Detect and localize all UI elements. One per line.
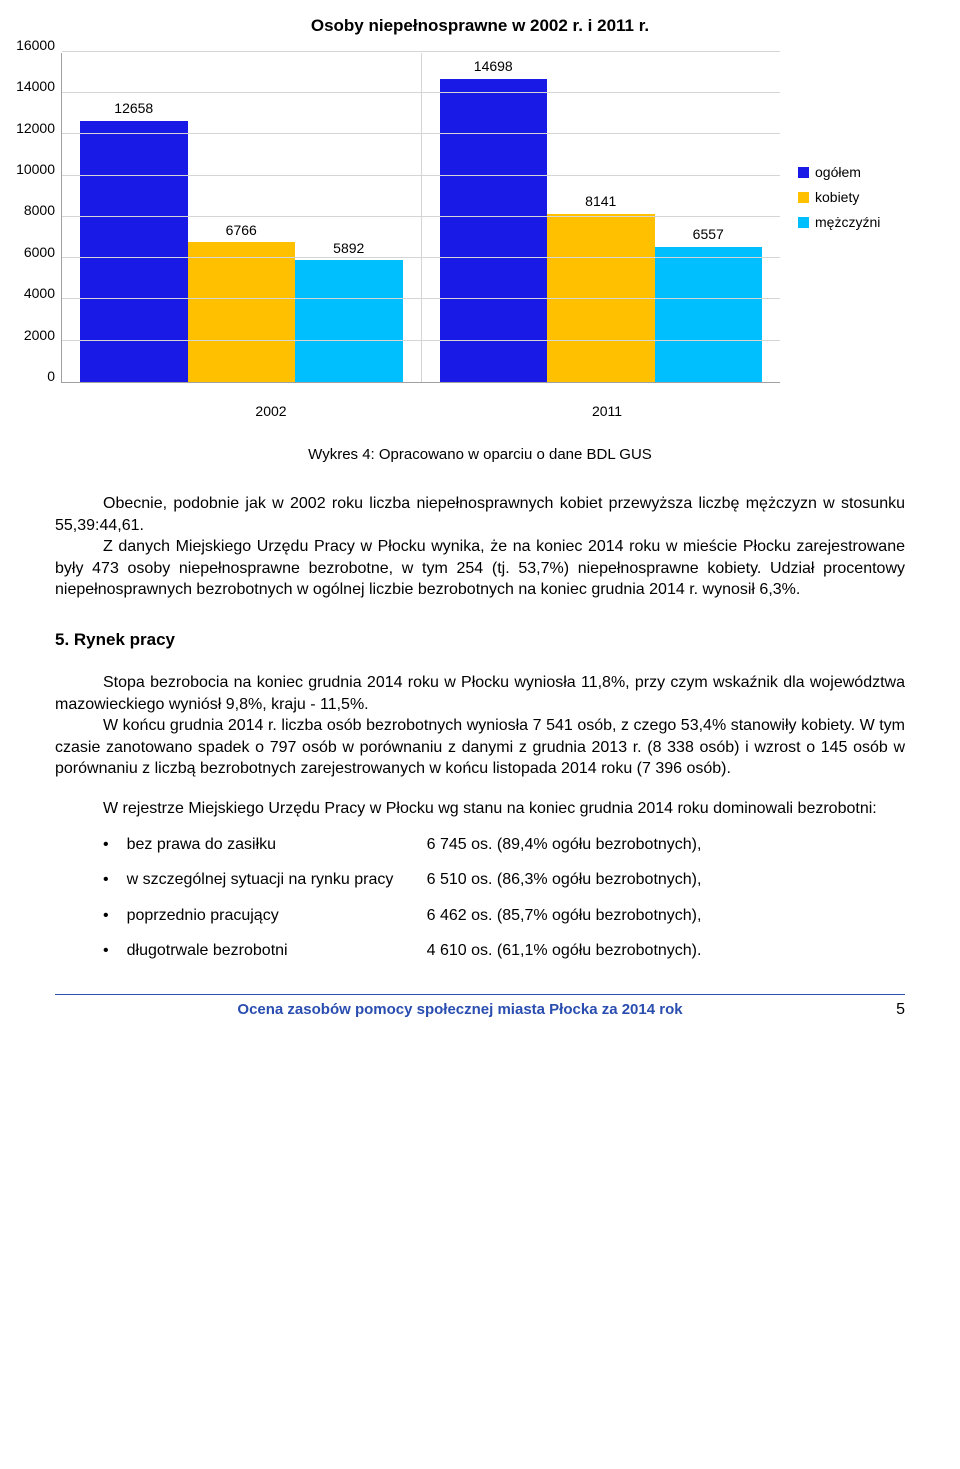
bar-value-label: 5892: [333, 239, 364, 258]
section-heading: 5. Rynek pracy: [55, 629, 905, 652]
bar-value-label: 14698: [474, 57, 513, 76]
footer: Ocena zasobów pomocy społecznej miasta P…: [55, 999, 905, 1021]
bar-value-label: 12658: [114, 99, 153, 118]
legend-item: mężczyźni: [798, 213, 905, 232]
list-item: poprzednio pracujący6 462 os. (85,7% ogó…: [103, 905, 905, 927]
bar-wrap: 6557: [655, 247, 763, 382]
list-item-label: długotrwale bezrobotni: [127, 940, 427, 962]
gridline: [62, 175, 780, 176]
footer-page-number: 5: [865, 999, 905, 1021]
list-item: w szczególnej sytuacji na rynku pracy6 5…: [103, 869, 905, 891]
legend-label: kobiety: [815, 188, 859, 207]
bar: [440, 79, 548, 382]
gridline: [62, 340, 780, 341]
bar: [80, 121, 188, 382]
list-item-label: bez prawa do zasiłku: [127, 834, 427, 856]
paragraph: Z danych Miejskiego Urzędu Pracy w Płock…: [55, 536, 905, 601]
chart-title: Osoby niepełnosprawne w 2002 r. i 2011 r…: [55, 15, 905, 38]
list-item-value: 4 610 os. (61,1% ogółu bezrobotnych).: [427, 940, 905, 962]
paragraph: Stopa bezrobocia na koniec grudnia 2014 …: [55, 672, 905, 715]
paragraph: W rejestrze Miejskiego Urzędu Pracy w Pł…: [55, 798, 905, 820]
bar-value-label: 6766: [226, 221, 257, 240]
bullet-list: bez prawa do zasiłku6 745 os. (89,4% ogó…: [103, 834, 905, 962]
bar-wrap: 12658: [80, 121, 188, 382]
plot-area: 12658676658921469881416557: [61, 53, 780, 383]
legend-item: kobiety: [798, 188, 905, 207]
list-item-value: 6 462 os. (85,7% ogółu bezrobotnych),: [427, 905, 905, 927]
chart-container: 1600014000120001000080006000400020000 12…: [55, 53, 905, 384]
list-item-label: poprzednio pracujący: [127, 905, 427, 927]
legend-swatch: [798, 217, 809, 228]
gridline: [62, 298, 780, 299]
gridline: [62, 216, 780, 217]
list-item-value: 6 745 os. (89,4% ogółu bezrobotnych),: [427, 834, 905, 856]
gridline: [62, 133, 780, 134]
bar: [655, 247, 763, 382]
bar-group: 1265867665892: [62, 53, 422, 382]
bar: [295, 260, 403, 382]
paragraph: W końcu grudnia 2014 r. liczba osób bezr…: [55, 715, 905, 780]
gridline: [62, 92, 780, 93]
list-item: bez prawa do zasiłku6 745 os. (89,4% ogó…: [103, 834, 905, 856]
bar-value-label: 8141: [585, 192, 616, 211]
bar-wrap: 6766: [188, 242, 296, 382]
x-tick-label: 2011: [439, 402, 775, 421]
legend: ogółem kobiety mężczyźni: [780, 53, 905, 238]
x-tick-label: 2002: [103, 402, 439, 421]
list-item-label: w szczególnej sytuacji na rynku pracy: [127, 869, 427, 891]
footer-rule: [55, 994, 905, 995]
bar-wrap: 5892: [295, 260, 403, 382]
chart-caption: Wykres 4: Opracowano w oparciu o dane BD…: [55, 445, 905, 465]
bar: [188, 242, 296, 382]
legend-item: ogółem: [798, 163, 905, 182]
bar-value-label: 6557: [693, 225, 724, 244]
footer-title: Ocena zasobów pomocy społecznej miasta P…: [55, 1000, 865, 1020]
legend-label: ogółem: [815, 163, 861, 182]
legend-label: mężczyźni: [815, 213, 880, 232]
list-item: długotrwale bezrobotni4 610 os. (61,1% o…: [103, 940, 905, 962]
legend-swatch: [798, 192, 809, 203]
legend-swatch: [798, 167, 809, 178]
x-axis: 20022011: [103, 402, 775, 421]
bars-layer: 12658676658921469881416557: [62, 53, 780, 382]
gridline: [62, 51, 780, 52]
bar-wrap: 14698: [440, 79, 548, 382]
bar-group: 14698 8141 6557: [422, 53, 781, 382]
list-item-value: 6 510 os. (86,3% ogółu bezrobotnych),: [427, 869, 905, 891]
paragraph: Obecnie, podobnie jak w 2002 roku liczba…: [55, 493, 905, 536]
gridline: [62, 257, 780, 258]
